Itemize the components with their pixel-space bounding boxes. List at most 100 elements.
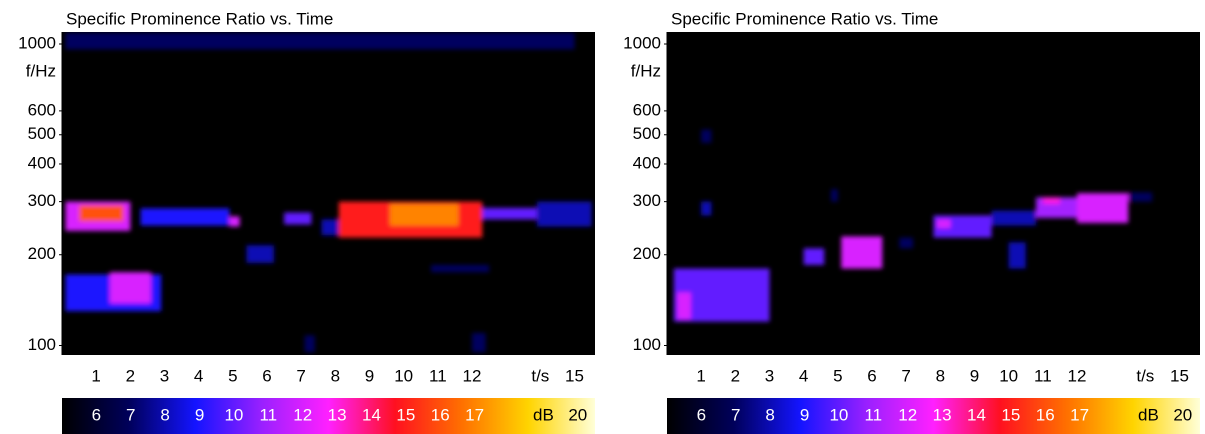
cell [1077, 193, 1129, 223]
x-tick-label: 8 [936, 366, 945, 385]
colorbar-tick-label: 14 [967, 405, 986, 424]
cell [701, 129, 712, 143]
cell [701, 201, 712, 216]
colorbar-tick-label: 20 [568, 405, 587, 424]
x-tick-label: 7 [296, 366, 305, 385]
y-tick-label: 100 [633, 335, 661, 354]
cell [899, 237, 913, 249]
y-tick-label: 300 [633, 191, 661, 210]
x-tick-label: 2 [126, 366, 135, 385]
cell [482, 207, 537, 220]
cells [65, 32, 592, 353]
cell [79, 205, 124, 222]
colorbar-tick-label: 8 [160, 405, 169, 424]
x-tick-label: 5 [228, 366, 237, 385]
cell [536, 201, 592, 227]
colorbar-tick-label: 12 [293, 405, 312, 424]
colorbar-tick-label: 11 [864, 405, 882, 424]
colorbar-tick-label: 13 [933, 405, 952, 424]
cell [284, 212, 312, 225]
cell [936, 219, 951, 229]
colorbar-tick-label: 6 [92, 405, 101, 424]
x-tick-label: 4 [799, 366, 808, 385]
colorbar-label: dB [533, 405, 554, 424]
colorbar-tick-label: 20 [1173, 405, 1192, 424]
x-tick-label: 10 [999, 366, 1018, 385]
cell [390, 203, 459, 226]
y-tick-label: 200 [633, 244, 661, 263]
colorbar-tick-label: 7 [731, 405, 740, 424]
colorbar-tick-label: 10 [829, 405, 848, 424]
cell [1042, 197, 1060, 204]
cell [803, 248, 825, 265]
colorbar-tick-label: 14 [362, 405, 381, 424]
x-tick-label: 7 [901, 366, 910, 385]
colorbar-label: dB [1138, 405, 1159, 424]
cell [841, 236, 883, 269]
y-axis-label: f/Hz [26, 61, 56, 80]
colorbar-tick-label: 17 [465, 405, 484, 424]
x-tick-label: 15 [1170, 366, 1189, 385]
x-tick-label: 3 [160, 366, 169, 385]
x-tick-label: 4 [194, 366, 203, 385]
x-axis-label: t/s [531, 366, 549, 385]
cell [677, 292, 691, 320]
colorbar-tick-label: 15 [1001, 405, 1020, 424]
colorbar [667, 398, 1200, 434]
colorbar-tick-label: 9 [195, 405, 204, 424]
y-tick-label: 1000 [18, 33, 56, 52]
y-tick-label: 100 [28, 335, 56, 354]
chart-title: Specific Prominence Ratio vs. Time [66, 9, 333, 28]
cell [1128, 192, 1153, 202]
cell [140, 208, 230, 226]
cell [229, 216, 240, 227]
x-tick-label: 1 [91, 366, 100, 385]
cell [246, 245, 274, 263]
x-tick-label: 1 [696, 366, 705, 385]
x-tick-label: 15 [565, 366, 584, 385]
x-tick-label: 11 [1034, 366, 1052, 385]
x-tick-label: 11 [429, 366, 447, 385]
y-tick-label: 400 [633, 153, 661, 172]
cells [673, 129, 1153, 322]
y-axis-label: f/Hz [631, 61, 661, 80]
colorbar-tick-label: 7 [126, 405, 135, 424]
cell [65, 32, 575, 50]
x-tick-label: 5 [833, 366, 842, 385]
colorbar-tick-label: 16 [431, 405, 450, 424]
colorbar-tick-label: 6 [697, 405, 706, 424]
y-tick-label: 600 [28, 100, 56, 119]
cell [1008, 242, 1026, 269]
colorbar-tick-label: 12 [898, 405, 917, 424]
y-tick-label: 500 [28, 124, 56, 143]
colorbar-tick-label: 9 [800, 405, 809, 424]
chart-title: Specific Prominence Ratio vs. Time [671, 9, 938, 28]
cell [991, 210, 1036, 226]
x-tick-label: 6 [867, 366, 876, 385]
colorbar-tick-label: 13 [328, 405, 347, 424]
colorbar-tick-label: 16 [1036, 405, 1055, 424]
cell [304, 335, 315, 353]
y-tick-label: 600 [633, 100, 661, 119]
colorbar [62, 398, 595, 434]
x-tick-label: 12 [463, 366, 482, 385]
y-tick-label: 500 [633, 124, 661, 143]
colorbar-tick-label: 11 [259, 405, 277, 424]
colorbar-tick-label: 15 [396, 405, 415, 424]
y-tick-label: 400 [28, 153, 56, 172]
x-tick-label: 10 [394, 366, 413, 385]
x-tick-label: 2 [731, 366, 740, 385]
colorbar-tick-label: 10 [224, 405, 243, 424]
colorbar-tick-label: 17 [1070, 405, 1089, 424]
x-tick-label: 8 [331, 366, 340, 385]
y-tick-label: 200 [28, 244, 56, 263]
x-tick-label: 9 [970, 366, 979, 385]
x-tick-label: 12 [1068, 366, 1087, 385]
x-tick-label: 9 [365, 366, 374, 385]
cell [431, 264, 490, 273]
cell [109, 272, 151, 304]
x-tick-label: 3 [765, 366, 774, 385]
colorbar-tick-label: 8 [765, 405, 774, 424]
